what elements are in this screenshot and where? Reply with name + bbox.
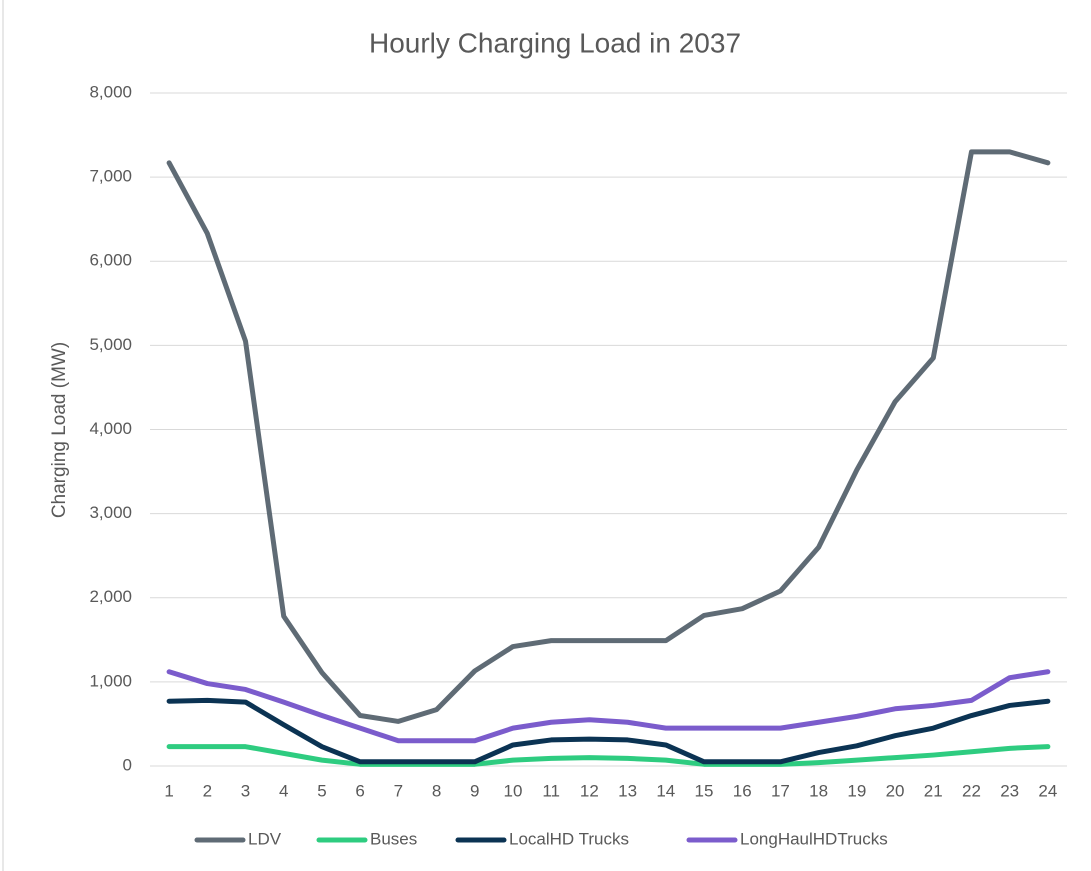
y-tick-label: 7,000: [89, 167, 132, 186]
y-axis-label: Charging Load (MW): [49, 342, 70, 518]
y-tick-label: 1,000: [89, 671, 132, 690]
x-tick-label: 22: [962, 781, 981, 800]
y-tick-label: 4,000: [89, 419, 132, 438]
x-tick-label: 6: [355, 781, 364, 800]
x-tick-label: 11: [542, 781, 560, 800]
x-tick-label: 24: [1038, 781, 1057, 800]
x-tick-label: 5: [317, 781, 326, 800]
series-line: [166, 697, 1051, 765]
x-tick-label: 17: [771, 781, 790, 800]
x-tick-label: 2: [203, 781, 212, 800]
series-line: [166, 744, 1051, 767]
x-tick-label: 20: [886, 781, 905, 800]
x-tick-label: 7: [394, 781, 403, 800]
x-tick-label: 18: [809, 781, 828, 800]
x-tick-label: 14: [656, 781, 675, 800]
x-tick-label: 10: [504, 781, 523, 800]
series-line: [166, 149, 1051, 724]
y-tick-label: 3,000: [89, 503, 132, 522]
legend-label: Buses: [370, 829, 417, 848]
x-tick-label: 21: [924, 781, 943, 800]
x-tick-label: 1: [164, 781, 173, 800]
x-tick-label: 13: [618, 781, 637, 800]
x-tick-label: 4: [279, 781, 288, 800]
x-tick-label: 15: [695, 781, 714, 800]
y-tick-label: 2,000: [89, 587, 132, 606]
legend-label: LDV: [248, 829, 282, 848]
x-tick-label: 3: [241, 781, 250, 800]
legend-label: LongHaulHDTrucks: [740, 829, 888, 848]
series-line: [166, 669, 1051, 744]
x-tick-label: 16: [733, 781, 752, 800]
y-tick-label: 6,000: [89, 251, 132, 270]
x-tick-label: 19: [847, 781, 866, 800]
chart-title: Hourly Charging Load in 2037: [369, 27, 741, 58]
y-tick-label: 8,000: [89, 82, 132, 101]
x-tick-label: 12: [580, 781, 599, 800]
legend-label: LocalHD Trucks: [509, 829, 629, 848]
y-tick-label: 5,000: [89, 335, 132, 354]
y-tick-label: 0: [123, 755, 132, 774]
x-tick-label: 23: [1000, 781, 1019, 800]
x-tick-label: 9: [470, 781, 479, 800]
x-tick-label: 8: [432, 781, 441, 800]
